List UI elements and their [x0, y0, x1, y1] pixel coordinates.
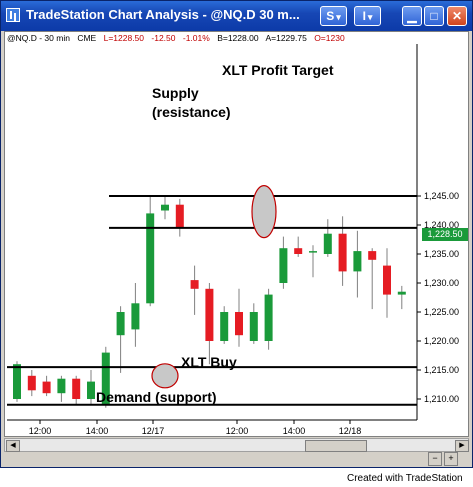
candle-body — [235, 312, 243, 336]
scroll-right-arrow-icon[interactable]: ▶ — [455, 440, 469, 452]
candle-body — [279, 248, 288, 283]
price-tick-label: 1,230.00 — [424, 278, 459, 288]
candle-body — [323, 233, 332, 254]
candle-body — [161, 204, 169, 211]
candle-body — [353, 251, 362, 272]
time-tick-label: 12:00 — [29, 426, 52, 436]
candle-body — [338, 233, 347, 272]
candle-body — [294, 248, 303, 254]
status-pct: -1.01% — [182, 33, 210, 43]
s-dropdown-button[interactable]: S — [320, 6, 347, 26]
scroll-left-arrow-icon[interactable]: ◀ — [6, 440, 20, 452]
i-dropdown-button[interactable]: I — [354, 6, 381, 26]
candle-body — [13, 364, 21, 399]
profit-target-label: XLT Profit Target — [222, 62, 334, 78]
buy-marker-ellipse — [151, 363, 179, 389]
supply-label: Supply — [152, 85, 199, 101]
time-tick-label: 12/18 — [339, 426, 362, 436]
candle-body — [175, 204, 184, 228]
chart-window: TradeStation Chart Analysis - @NQ.D 30 m… — [0, 0, 473, 468]
candle-body — [72, 378, 81, 399]
minimize-button[interactable]: ▁ — [402, 6, 422, 26]
price-tick-label: 1,235.00 — [424, 249, 459, 259]
zoom-in-button[interactable]: + — [444, 452, 458, 466]
status-ask: A=1229.75 — [265, 33, 307, 43]
candle-body — [42, 381, 51, 394]
price-tick-label: 1,245.00 — [424, 191, 459, 201]
maximize-button[interactable]: □ — [424, 6, 444, 26]
candle-body — [383, 265, 391, 295]
minus-icon: − — [432, 453, 438, 463]
candle-body — [264, 294, 273, 341]
minimize-icon: ▁ — [407, 9, 417, 23]
candle-body — [87, 381, 95, 399]
candle-body — [146, 213, 155, 304]
last-price-tag: 1,228.50 — [422, 228, 468, 241]
candle-body — [190, 280, 199, 289]
zoom-out-button[interactable]: − — [428, 452, 442, 466]
s-button-label: S — [326, 9, 335, 23]
candle-body — [205, 288, 214, 341]
status-open: O=1230 — [314, 33, 345, 43]
price-tick-label: 1,220.00 — [424, 336, 459, 346]
time-tick-label: 12/17 — [142, 426, 165, 436]
close-icon: ✕ — [451, 9, 463, 23]
plus-icon: + — [448, 453, 454, 463]
candle-body — [116, 312, 125, 336]
profit-target-marker-ellipse — [251, 185, 277, 239]
price-tick-label: 1,240.00 — [424, 220, 459, 230]
status-last: L=1228.50 — [103, 33, 145, 43]
status-change: -12.50 — [151, 33, 176, 43]
demand-label: Demand (support) — [96, 389, 217, 405]
candle-body — [101, 352, 110, 405]
candle-body — [249, 312, 258, 341]
time-tick-label: 14:00 — [86, 426, 109, 436]
resistance-label: (resistance) — [152, 104, 231, 120]
window-title: TradeStation Chart Analysis - @NQ.D 30 m… — [26, 7, 300, 22]
tradestation-app-icon[interactable] — [6, 8, 20, 22]
time-tick-label: 12:00 — [226, 426, 249, 436]
status-symbol: @NQ.D - 30 min — [7, 33, 70, 43]
i-button-label: I — [362, 9, 366, 23]
candle-body — [397, 291, 406, 295]
maximize-icon: □ — [430, 9, 438, 23]
status-bid: B=1228.00 — [217, 33, 259, 43]
candle-body — [368, 251, 377, 260]
footer-credit: Created with TradeStation — [347, 473, 463, 484]
candle-body — [131, 303, 140, 330]
chart-area[interactable]: @NQ.D - 30 min CME L=1228.50 -12.50 -1.0… — [4, 31, 469, 437]
candlestick-plot: 1,210.00 1,215.00 1,220.00 1,225.00 1,230.00… — [7, 44, 459, 436]
status-exchange: CME — [77, 33, 97, 43]
candle-body — [27, 375, 36, 391]
candle-body — [309, 251, 317, 253]
title-bar[interactable]: TradeStation Chart Analysis - @NQ.D 30 m… — [1, 1, 472, 31]
xlt-buy-label: XLT Buy — [181, 354, 237, 370]
price-tick-label: 1,215.00 — [424, 365, 459, 375]
price-tick-label: 1,225.00 — [424, 307, 459, 317]
time-tick-label: 14:00 — [283, 426, 306, 436]
price-tick-label: 1,210.00 — [424, 394, 459, 404]
status-readout: @NQ.D - 30 min CME L=1228.50 -12.50 -1.0… — [7, 33, 350, 43]
candle-body — [220, 312, 229, 341]
close-button[interactable]: ✕ — [447, 6, 467, 26]
scroll-thumb[interactable] — [305, 440, 367, 452]
horizontal-scrollbar[interactable]: ◀ ▶ — [4, 438, 469, 452]
candle-body — [57, 378, 66, 394]
